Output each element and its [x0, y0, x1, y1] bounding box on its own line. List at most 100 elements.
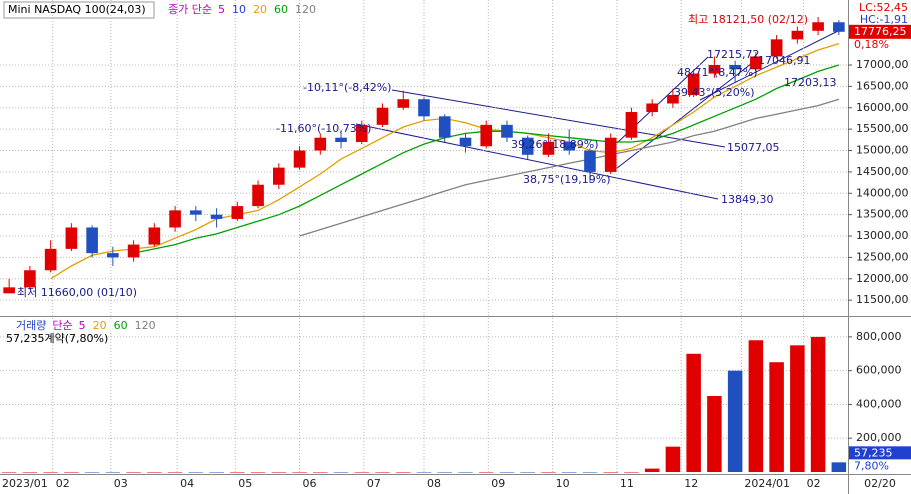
volume-bar [354, 472, 370, 473]
volume-bar [624, 472, 639, 473]
x-tick-label: 04 [180, 477, 194, 490]
legend-label: 종가 단순 [168, 3, 212, 16]
volume-bar [22, 472, 38, 473]
candle-body [708, 65, 721, 74]
annotation: 최고 18121,50 (02/12) [688, 13, 808, 26]
channel-line [611, 59, 757, 173]
candle-body [314, 137, 327, 151]
volume-bar [458, 472, 473, 473]
y-tick-label: 200,000 [856, 431, 902, 444]
title-box [3, 1, 155, 19]
volume-bar [478, 472, 494, 473]
title-box [4, 319, 164, 333]
volume-bar [84, 472, 100, 473]
y-tick-label: 11500,00 [856, 293, 909, 306]
volume-summary: 57,235계약(7,80%) [6, 331, 108, 345]
legend-entry: 120 [135, 319, 156, 332]
annotation: 48,71°(8,47%) [677, 66, 758, 79]
volume-bar [831, 462, 847, 472]
candle-body [542, 141, 555, 155]
volume-bar [105, 472, 121, 473]
candle-body [750, 56, 762, 70]
volume-bar [707, 396, 722, 472]
y-tick-label: 400,000 [856, 397, 902, 410]
candle-body [687, 73, 700, 95]
x-tick-label: 05 [238, 477, 252, 490]
volume-bar [188, 472, 204, 473]
candle-body [480, 124, 493, 147]
candle-body [521, 137, 534, 155]
annotation: 17046,91 [758, 54, 811, 67]
legend-entry: 10 [232, 3, 246, 16]
annotation: 13849,30 [721, 193, 774, 206]
volume-bar [64, 472, 79, 473]
candle-body [812, 22, 824, 31]
volume-bar [520, 472, 535, 473]
volume-bar [126, 472, 141, 473]
candle-body [397, 99, 410, 108]
candle-body [231, 206, 244, 219]
volume-bar [43, 472, 58, 473]
x-tick-label: 03 [114, 477, 128, 490]
x-tick-label: 12 [684, 477, 698, 490]
annotation: 17215,72 [707, 48, 760, 61]
legend-entry: 60 [274, 3, 288, 16]
y-tick-label: 14500,00 [856, 165, 909, 178]
candle-body [127, 244, 140, 258]
candle-body [646, 103, 658, 113]
volume-bar [582, 472, 598, 473]
volume-bar [1, 472, 17, 473]
volume-bar [250, 472, 266, 473]
volume-bar [603, 472, 618, 473]
annotation: -11,60°(-10,73%) [276, 122, 371, 135]
x-tick-label: 07 [367, 477, 381, 490]
candle-body [438, 116, 451, 138]
candle-body [210, 214, 223, 219]
current-volume: 57,235 [854, 446, 893, 459]
channel-line [391, 89, 726, 148]
legend-entry: 20 [253, 3, 267, 16]
annotation: 최저 11660,00 (01/10) [17, 286, 137, 299]
x-end-label: 02/20 [864, 477, 896, 490]
candle-body [190, 210, 202, 215]
candle-body [584, 150, 596, 172]
annotation: -10,11°(-8,42%) [303, 81, 391, 94]
volume-title: 거래량 [16, 319, 46, 332]
volume-bar [790, 345, 805, 472]
candle-body [148, 227, 161, 245]
candle-body [3, 287, 15, 294]
candle-body [65, 227, 78, 249]
channel-line [699, 29, 841, 101]
chart-title: Mini NASDAQ 100(24,03) [8, 3, 146, 16]
candle-body [604, 137, 617, 172]
candle-body [169, 210, 181, 228]
legend-entry: 120 [295, 3, 316, 16]
candle-body [791, 30, 804, 40]
legend-entry: 60 [114, 319, 128, 332]
x-tick-label: 08 [427, 477, 441, 490]
x-tick-label: 09 [491, 477, 505, 490]
x-tick-label: 06 [303, 477, 317, 490]
volume-bar [499, 472, 515, 473]
y-tick-label: 17000,00 [856, 58, 909, 71]
candle-body [376, 107, 389, 125]
x-tick-label: 10 [556, 477, 570, 490]
volume-bar [437, 472, 453, 473]
volume-bar [769, 362, 784, 472]
volume-bar [147, 472, 162, 473]
candle-body [24, 270, 36, 288]
y-tick-label: 16000,00 [856, 101, 909, 114]
volume-bar [209, 472, 224, 473]
volume-bar [167, 472, 183, 473]
annotation: 15077,05 [727, 141, 780, 154]
y-tick-label: 600,000 [856, 364, 902, 377]
candle-body [252, 184, 264, 207]
volume-bar [686, 353, 701, 472]
volume-bar [748, 340, 764, 472]
legend-entry: 20 [93, 319, 107, 332]
volume-bar [292, 472, 307, 473]
current-price-box [849, 24, 911, 39]
candle-body [459, 137, 472, 147]
candle-body [86, 227, 98, 254]
